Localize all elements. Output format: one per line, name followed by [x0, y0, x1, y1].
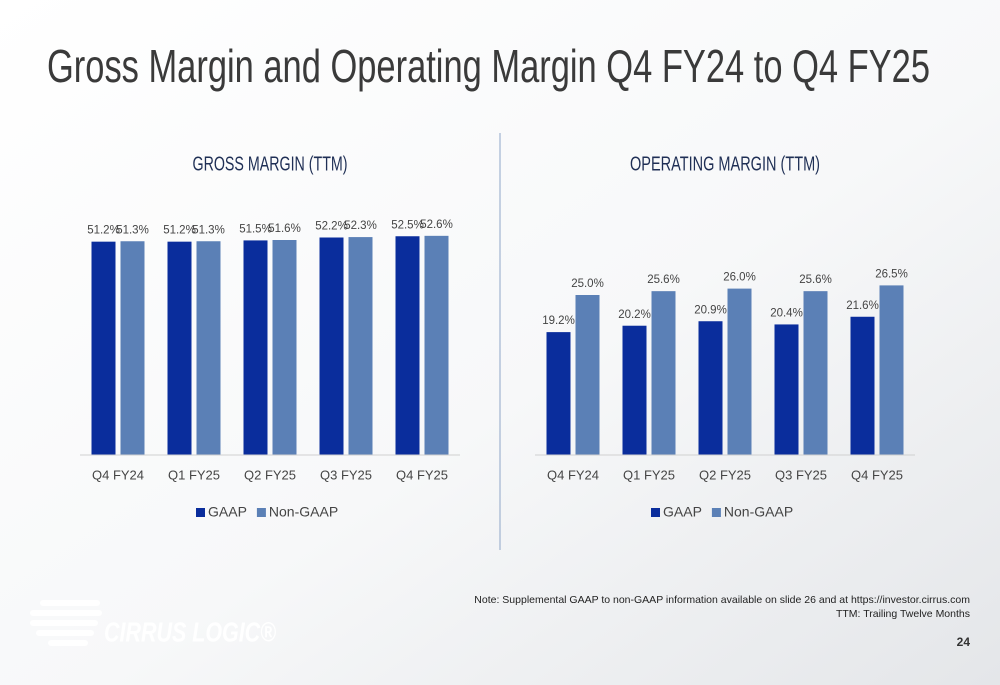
chart-title: GROSS MARGIN (TTM)	[193, 153, 348, 175]
value-label: 51.3%	[192, 224, 225, 236]
bar	[803, 291, 828, 455]
slide-title: Gross Margin and Operating Margin Q4 FY2…	[47, 40, 930, 92]
legend-swatch	[651, 508, 660, 517]
bar	[319, 237, 344, 455]
value-label: 52.5%	[391, 219, 424, 231]
value-label: 51.2%	[163, 225, 196, 237]
bar	[91, 241, 116, 455]
value-label: 26.5%	[875, 268, 908, 280]
logo: CIRRUS LOGIC®	[30, 600, 276, 647]
bar	[774, 324, 799, 455]
legend-swatch	[256, 508, 266, 517]
x-tick-label: Q3 FY25	[320, 467, 372, 482]
value-label: 25.6%	[799, 274, 832, 286]
bar	[120, 241, 145, 455]
value-label: 19.2%	[542, 315, 575, 327]
bar	[651, 291, 676, 455]
x-tick-label: Q4 FY25	[851, 467, 903, 482]
legend-label: GAAP	[208, 504, 247, 520]
legend-swatch	[711, 508, 721, 517]
bar	[879, 285, 904, 455]
x-tick-label: Q4 FY25	[396, 467, 448, 482]
logo-text: CIRRUS LOGIC®	[104, 616, 276, 647]
value-label: 20.4%	[770, 307, 803, 319]
legend-label: GAAP	[663, 504, 702, 520]
bar	[698, 321, 723, 455]
value-label: 52.6%	[420, 219, 453, 231]
bar	[727, 288, 752, 455]
value-label: 20.2%	[618, 309, 651, 321]
x-tick-label: Q4 FY24	[92, 467, 144, 482]
bar	[196, 241, 221, 455]
x-tick-label: Q2 FY25	[244, 467, 296, 482]
value-label: 25.0%	[571, 278, 604, 290]
value-label: 25.6%	[647, 274, 680, 286]
x-tick-label: Q2 FY25	[699, 467, 751, 482]
legend-label: Non-GAAP	[724, 504, 793, 520]
x-tick-label: Q3 FY25	[775, 467, 827, 482]
value-label: 51.2%	[87, 225, 120, 237]
note: TTM: Trailing Twelve Months	[836, 608, 970, 620]
bar	[272, 240, 297, 455]
value-label: 26.0%	[723, 272, 756, 284]
bar	[424, 235, 449, 455]
bar	[546, 332, 571, 455]
value-label: 52.3%	[344, 220, 377, 232]
value-label: 20.9%	[694, 304, 727, 316]
bar	[622, 325, 647, 455]
page-number: 24	[957, 635, 971, 649]
legend-swatch	[196, 508, 205, 517]
x-tick-label: Q1 FY25	[168, 467, 220, 482]
value-label: 21.6%	[846, 300, 879, 312]
value-label: 51.3%	[116, 224, 149, 236]
value-label: 52.2%	[315, 221, 348, 233]
bar	[243, 240, 268, 455]
x-tick-label: Q4 FY24	[547, 467, 599, 482]
logo-mark	[30, 600, 102, 646]
bar	[348, 237, 373, 455]
bar	[850, 316, 875, 455]
bar	[167, 241, 192, 455]
note: Note: Supplemental GAAP to non-GAAP info…	[474, 594, 970, 606]
value-label: 51.6%	[268, 223, 301, 235]
legend-label: Non-GAAP	[269, 504, 338, 520]
chart-title: OPERATING MARGIN (TTM)	[630, 153, 820, 175]
bar	[575, 295, 600, 455]
x-tick-label: Q1 FY25	[623, 467, 675, 482]
value-label: 51.5%	[239, 223, 272, 235]
bar	[395, 236, 420, 455]
